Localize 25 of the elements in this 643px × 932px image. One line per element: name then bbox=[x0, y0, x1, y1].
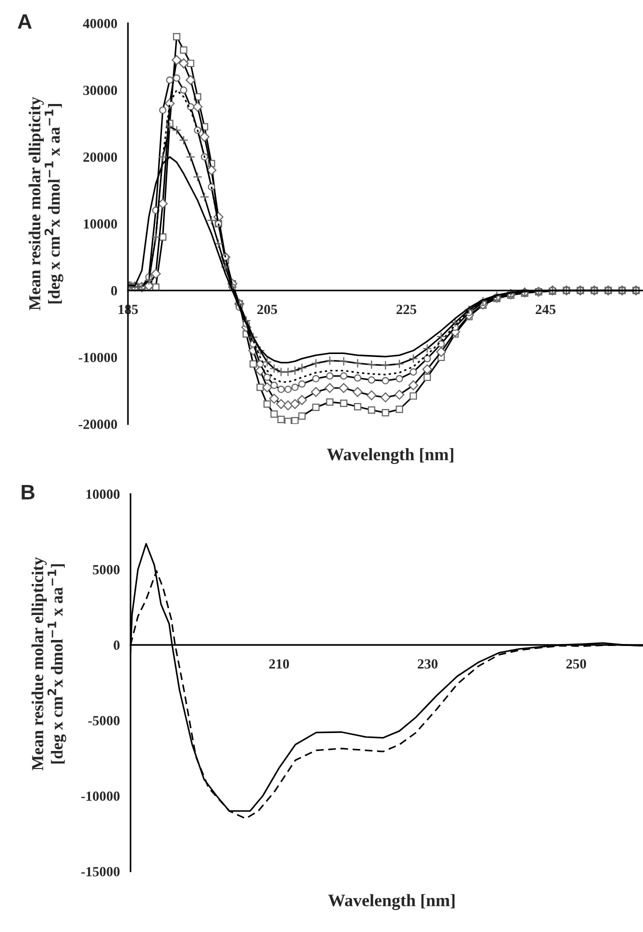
x-tick-label: 245 bbox=[536, 304, 556, 314]
y-axis-title: Mean residue molar ellipticity [deg x cm$^{2}$x dmol$^{−1}$ x aa$^{−1}$] bbox=[28, 96, 64, 310]
y-tick-label: -5000 bbox=[88, 716, 120, 726]
y-tick-label: -15000 bbox=[81, 867, 120, 876]
y-tick-label: 30000 bbox=[83, 86, 118, 96]
y-axis-title: Mean residue molar ellipticity [deg x cm$^{2}$x dmol$^{−1}$ x aa$^{−1}$] bbox=[32, 557, 66, 770]
y-tick-label: 10000 bbox=[84, 219, 118, 229]
text: B bbox=[22, 485, 34, 500]
x-tick-label: 230 bbox=[418, 659, 438, 669]
y-tick-label: 0 bbox=[111, 286, 118, 296]
x-tick-label: 210 bbox=[269, 659, 289, 669]
x-tick-label: 250 bbox=[566, 659, 586, 669]
y-tick-label: -10000 bbox=[78, 352, 118, 362]
y-tick-label: 40000 bbox=[83, 18, 118, 28]
x-axis-title: Wavelength [nm] bbox=[328, 894, 454, 910]
x-tick-label: 205 bbox=[257, 304, 278, 314]
y-tick-label: -20000 bbox=[78, 420, 118, 430]
y-tick-label: -10000 bbox=[81, 792, 120, 801]
text: A bbox=[18, 14, 32, 29]
y-tick-label: 10000 bbox=[86, 490, 120, 499]
x-axis-title: Wavelength [nm] bbox=[326, 448, 454, 464]
y-tick-label: 0 bbox=[114, 640, 120, 650]
y-tick-label: 5000 bbox=[92, 565, 120, 574]
y-tick-label: 20000 bbox=[83, 152, 118, 162]
x-tick-label: 225 bbox=[396, 304, 416, 314]
